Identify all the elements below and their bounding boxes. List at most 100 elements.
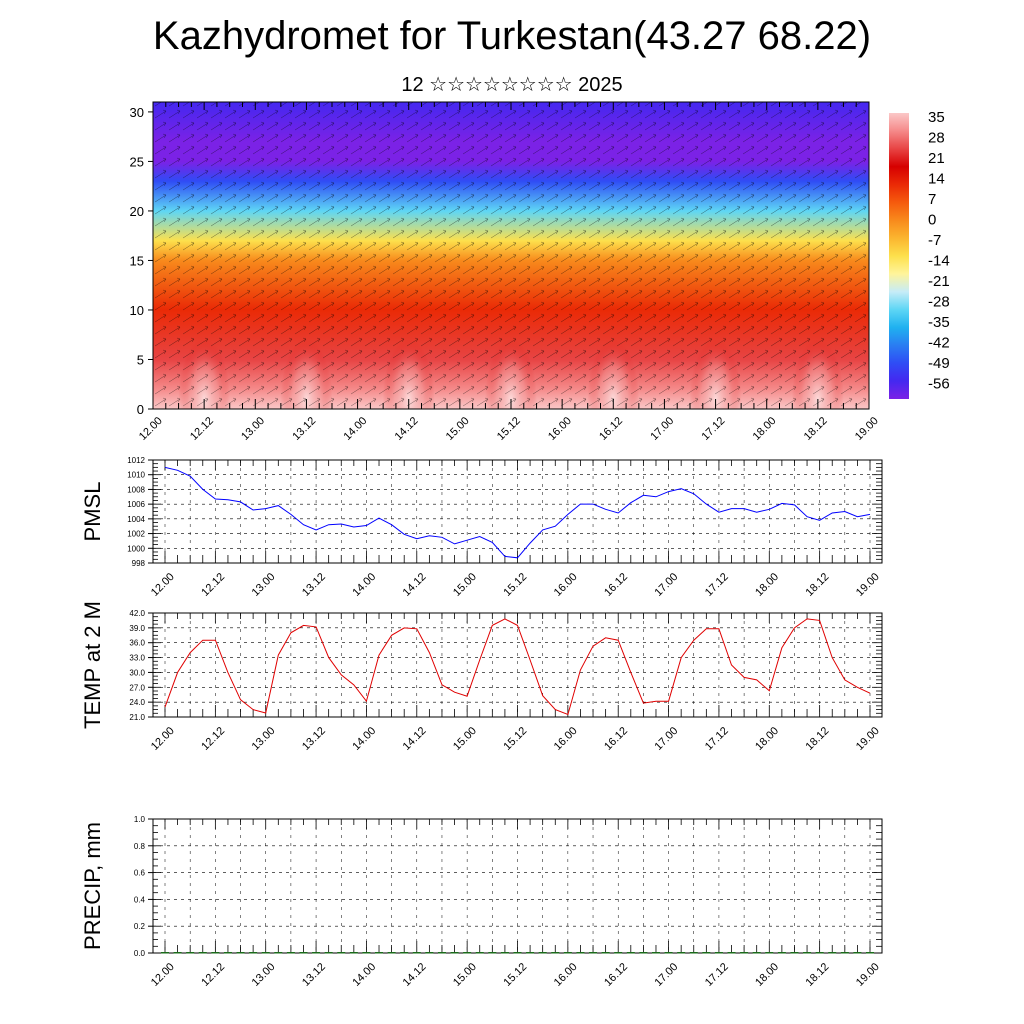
precip-bar <box>563 952 572 954</box>
precip-bar <box>261 952 270 954</box>
y-tick-label: 1002 <box>127 530 145 539</box>
colorbar-label: -7 <box>928 232 941 249</box>
precip-bar <box>828 952 837 954</box>
y-tick-label: 20 <box>130 204 144 219</box>
y-axis-title: PRECIP, mm <box>80 822 105 950</box>
y-tick-label: 1000 <box>127 544 145 553</box>
x-tick-label: 17.12 <box>703 571 731 599</box>
y-tick-label: 42.0 <box>129 609 145 618</box>
x-tick-label: 13.12 <box>300 725 328 753</box>
temp-panel: 21.0 24.0 27.0 30.0 33.0 36.0 39.0 42.0 12.00 12.… <box>80 601 883 753</box>
y-tick-label: 1010 <box>127 471 145 480</box>
x-tick-label: 18.12 <box>804 961 832 989</box>
wind-barb-field <box>153 102 869 409</box>
y-tick-label: 0 <box>137 402 144 417</box>
x-tick-label: 13.00 <box>250 571 278 599</box>
precip-bar <box>161 952 169 954</box>
precip-bar <box>853 952 862 954</box>
precip-bar <box>815 952 824 954</box>
colorbar-label: 7 <box>928 191 936 208</box>
y-axis-title: TEMP at 2 M <box>80 601 105 729</box>
precip-bar <box>714 952 723 954</box>
colorbar-label: -14 <box>928 253 950 270</box>
x-tick-label: 17.00 <box>652 571 680 599</box>
precip-bar <box>777 952 786 954</box>
y-tick-label: 39.0 <box>129 624 145 633</box>
precip-bar <box>576 952 585 954</box>
x-tick-label: 14.12 <box>401 571 429 599</box>
precip-bar <box>689 952 698 954</box>
precip-bar <box>387 952 396 954</box>
x-tick-label: 18.12 <box>804 571 832 599</box>
x-tick-label: 17.00 <box>648 415 676 443</box>
x-tick-label: 16.00 <box>552 961 580 989</box>
colorbar-label: 0 <box>928 212 936 229</box>
x-tick-label: 18.00 <box>751 415 779 443</box>
precip-bar <box>349 952 358 954</box>
precip-bar <box>450 952 459 954</box>
precip-bar <box>412 952 421 954</box>
precip-bar <box>500 952 509 954</box>
precip-bar <box>614 952 623 954</box>
x-tick-label: 12.12 <box>188 415 216 443</box>
precip-bar <box>538 952 547 954</box>
precip-bar <box>375 952 384 954</box>
y-tick-label: 21.0 <box>129 713 145 722</box>
y-tick-label: 33.0 <box>129 654 145 663</box>
precip-bar <box>664 952 673 954</box>
x-tick-label: 16.12 <box>602 571 630 599</box>
heatmap-y-axis: 0 5 10 15 20 25 30 <box>130 105 153 417</box>
page-subtitle: 12 ☆☆☆☆☆☆☆☆ 2025 <box>401 74 623 96</box>
x-tick-label: 14.12 <box>393 415 421 443</box>
y-tick-label: 30 <box>130 105 144 120</box>
colorbar-label: 14 <box>928 171 945 188</box>
precip-bar <box>475 952 484 954</box>
y-tick-label: 0.6 <box>134 869 146 878</box>
x-tick-label: 13.12 <box>290 415 318 443</box>
precip-bar <box>589 952 598 954</box>
x-tick-label: 15.12 <box>495 415 523 443</box>
precip-bar <box>249 952 258 954</box>
x-tick-label: 16.12 <box>602 725 630 753</box>
y-tick-label: 1012 <box>127 456 145 465</box>
precip-bar <box>274 952 283 954</box>
y-tick-label: 1.0 <box>134 815 146 824</box>
x-tick-label: 19.00 <box>854 961 882 989</box>
x-tick-label: 12.12 <box>199 571 227 599</box>
precip-bar <box>740 952 749 954</box>
precip-bar <box>236 952 245 954</box>
x-tick-label: 18.00 <box>753 725 781 753</box>
x-tick-label: 15.12 <box>501 725 529 753</box>
x-tick-label: 16.00 <box>546 415 574 443</box>
x-tick-label: 15.12 <box>501 961 529 989</box>
y-tick-label: 1008 <box>127 485 145 494</box>
x-tick-label: 13.00 <box>250 725 278 753</box>
colorbar-labels: 35 28 21 14 7 0 -7 -14 -21 -28 -35 -42 -49 -56 <box>928 109 950 393</box>
colorbar-label: -28 <box>928 294 950 311</box>
x-tick-label: 14.00 <box>350 571 378 599</box>
precip-bar <box>727 952 736 954</box>
x-tick-label: 18.00 <box>753 961 781 989</box>
precip-bar <box>437 952 446 954</box>
precip-bar <box>337 952 346 954</box>
precip-bar <box>312 952 321 954</box>
x-tick-label: 16.12 <box>597 415 625 443</box>
x-tick-label: 14.12 <box>401 961 429 989</box>
precip-bar <box>840 952 849 954</box>
x-tick-label: 15.12 <box>501 571 529 599</box>
precip-bar <box>702 952 711 954</box>
x-tick-label: 16.12 <box>602 961 630 989</box>
x-tick-label: 14.00 <box>350 961 378 989</box>
x-tick-label: 12.12 <box>199 961 227 989</box>
x-tick-label: 19.00 <box>853 415 881 443</box>
colorbar-label: -21 <box>928 273 950 290</box>
y-tick-label: 24.0 <box>129 698 145 707</box>
colorbar: 35 28 21 14 7 0 -7 -14 -21 -28 -35 -42 -49 -56 <box>889 109 950 399</box>
precip-bar <box>362 952 371 954</box>
precip-bar <box>803 952 812 954</box>
precip-bar <box>601 952 610 954</box>
colorbar-label: 28 <box>928 130 945 147</box>
precip-bar <box>299 952 308 954</box>
precip-bar <box>765 952 774 954</box>
precip-bar <box>324 952 333 954</box>
